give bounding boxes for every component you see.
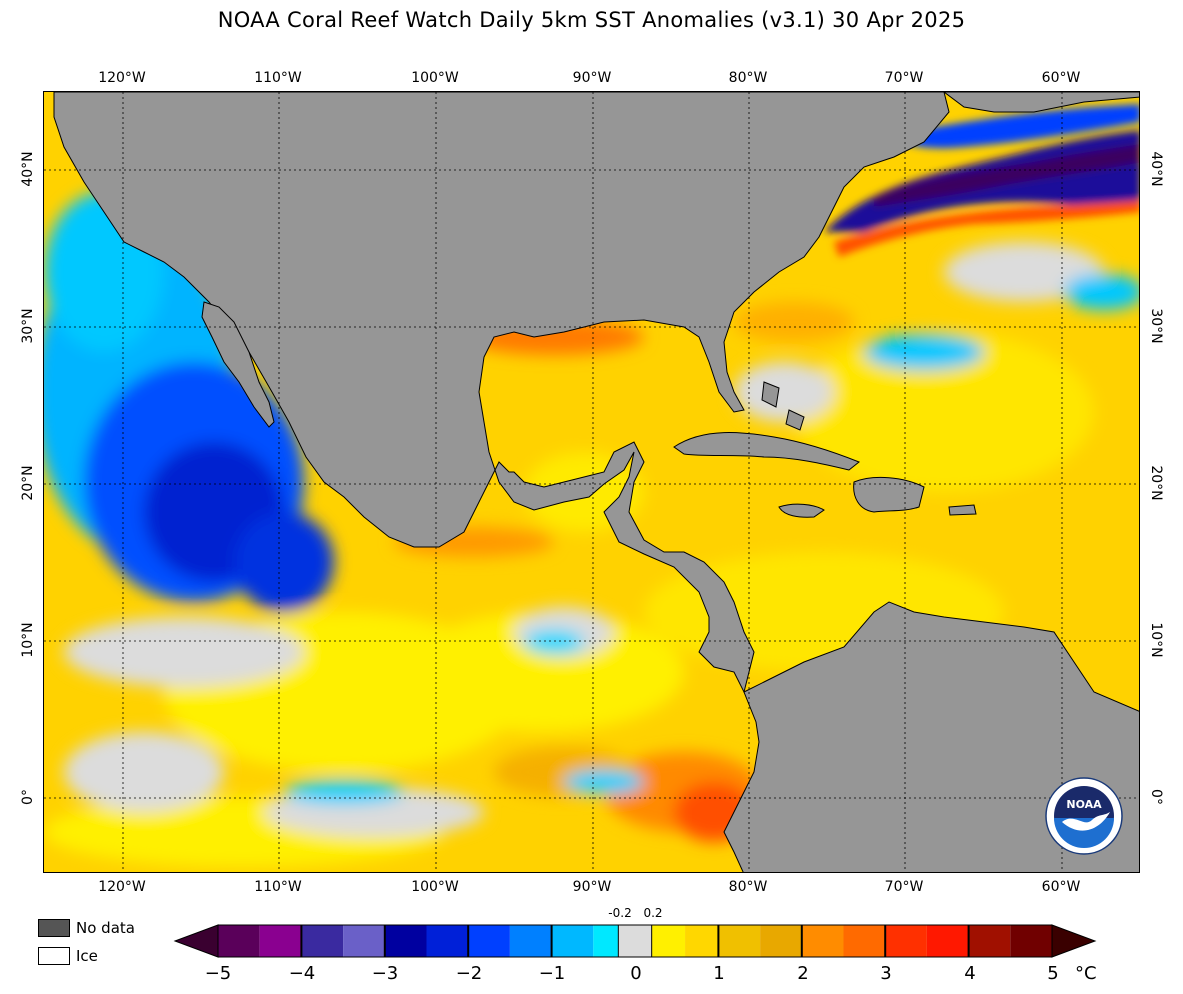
colorbar-segment	[509, 925, 552, 957]
colorbar-segment	[801, 925, 844, 957]
no-data-swatch	[38, 919, 70, 937]
lat-label-left: 40°N	[20, 151, 36, 187]
no-data-label: No data	[76, 919, 135, 937]
colorbar-outline	[217, 924, 1053, 958]
colorbar-segment	[384, 925, 427, 957]
lon-label-top: 100°W	[411, 70, 459, 86]
colorbar-tick: 3	[880, 963, 892, 984]
lat-label-left: 30°N	[20, 308, 36, 344]
colorbar-tick: 2	[797, 963, 809, 984]
colorbar-tick: −2	[455, 963, 483, 984]
colorbar-segment	[301, 925, 344, 957]
colorbar-segment	[551, 925, 594, 957]
colorbar-segment	[843, 925, 886, 957]
lon-label-bottom: 70°W	[884, 879, 924, 895]
lat-label-left: 10°N	[20, 622, 36, 658]
lon-label-bottom: 100°W	[411, 879, 459, 895]
lon-label-top: 110°W	[254, 70, 302, 86]
anomaly-field	[44, 192, 1139, 867]
colorbar-segment	[218, 925, 260, 957]
colorbar-segment	[651, 925, 686, 957]
sst-anomaly-map[interactable]: NOAA	[43, 91, 1140, 873]
lat-label-right: 40°N	[1148, 151, 1164, 187]
colorbar-tick: 4	[964, 963, 976, 984]
ice-swatch	[38, 947, 70, 965]
colorbar-segment	[968, 925, 1011, 957]
colorbar-small-tick: 0.2	[643, 906, 663, 920]
map-canvas: NOAA	[44, 92, 1139, 872]
colorbar-segment	[618, 925, 652, 957]
colorbar-segment	[685, 925, 719, 957]
colorbar-tick: 5	[1047, 963, 1059, 984]
chart-title: NOAA Coral Reef Watch Daily 5km SST Anom…	[217, 8, 966, 32]
lon-label-bottom: 120°W	[98, 879, 146, 895]
lon-label-bottom: 60°W	[1041, 879, 1081, 895]
lat-label-left: 0°	[20, 789, 36, 805]
land	[53, 92, 1139, 872]
lon-label-bottom: 110°W	[254, 879, 302, 895]
colorbar-small-tick: -0.2	[608, 906, 632, 920]
colorbar-segment	[885, 925, 927, 957]
lon-label-top: 60°W	[1041, 70, 1081, 86]
lon-label-top: 70°W	[884, 70, 924, 86]
colorbar-tick: 1	[713, 963, 725, 984]
colorbar-segment	[926, 925, 969, 957]
gulf-stream-anomaly	[824, 104, 1139, 257]
colorbar-unit: °C	[1075, 963, 1097, 984]
lat-label-left: 20°N	[20, 465, 36, 501]
lat-label-right: 10°N	[1148, 622, 1164, 658]
ice-label: Ice	[76, 947, 98, 965]
colorbar-segment	[1010, 925, 1052, 957]
lon-label-top: 120°W	[98, 70, 146, 86]
colorbar-segment	[760, 925, 802, 957]
colorbar-segment	[718, 925, 761, 957]
colorbar-segment	[343, 925, 385, 957]
lat-label-right: 20°N	[1148, 465, 1164, 501]
noaa-logo: NOAA	[1045, 777, 1123, 855]
colorbar-tick: 0	[630, 963, 642, 984]
colorbar-tick: −1	[538, 963, 566, 984]
colorbar-segment	[593, 925, 619, 957]
noaa-logo-text: NOAA	[1066, 798, 1102, 811]
colorbar-min-arrow	[173, 924, 219, 958]
lon-label-bottom: 90°W	[572, 879, 612, 895]
graticule	[44, 92, 1139, 872]
lat-label-right: 30°N	[1148, 308, 1164, 344]
lat-label-right: 0°	[1148, 789, 1164, 805]
colorbar-tick: −3	[371, 963, 399, 984]
colorbar-segment	[426, 925, 469, 957]
colorbar-max-arrow	[1051, 924, 1097, 958]
colorbar	[173, 924, 1097, 958]
colorbar-segment	[259, 925, 302, 957]
colorbar-segment	[468, 925, 510, 957]
lon-label-bottom: 80°W	[728, 879, 768, 895]
lon-label-top: 80°W	[728, 70, 768, 86]
colorbar-tick: −5	[204, 963, 232, 984]
colorbar-tick: −4	[288, 963, 316, 984]
lon-label-top: 90°W	[572, 70, 612, 86]
